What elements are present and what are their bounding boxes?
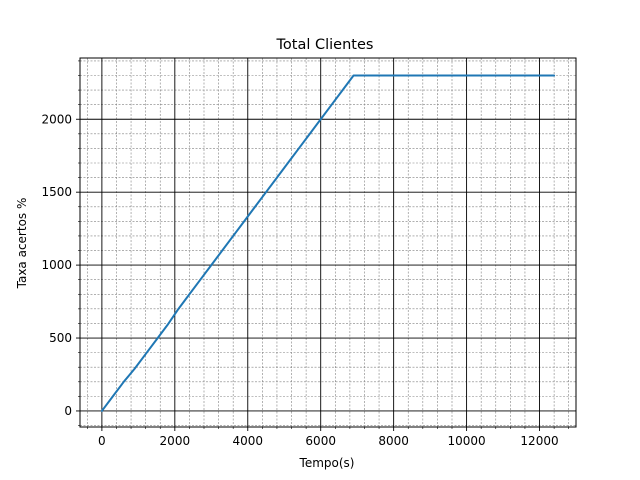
x-tick-label: 10000 xyxy=(447,434,485,448)
major-grid xyxy=(80,58,576,427)
series-layer xyxy=(100,74,556,412)
x-tick-label: 0 xyxy=(98,434,106,448)
series-line-0 xyxy=(100,74,556,412)
x-tick-label: 6000 xyxy=(305,434,336,448)
x-tick-label: 8000 xyxy=(378,434,409,448)
x-tick-label: 4000 xyxy=(232,434,263,448)
y-tick-label: 500 xyxy=(49,331,72,345)
y-tick-label: 2000 xyxy=(41,112,72,126)
y-tick-label: 1500 xyxy=(41,185,72,199)
y-axis-label: Taxa acertos % xyxy=(15,198,29,290)
minor-grid xyxy=(80,58,576,427)
axis-ticks: 0 2000 4000 6000 8000 10000 12000 0 500 1000 1500 2… xyxy=(41,60,570,448)
y-tick-label: 0 xyxy=(64,404,72,418)
plot-frame xyxy=(79,57,577,428)
x-axis-label: Tempo(s) xyxy=(299,456,355,470)
y-tick-label: 1000 xyxy=(41,258,72,272)
chart-title: Total Clientes xyxy=(276,37,374,53)
x-tick-label: 12000 xyxy=(520,434,558,448)
x-tick-label: 2000 xyxy=(160,434,191,448)
